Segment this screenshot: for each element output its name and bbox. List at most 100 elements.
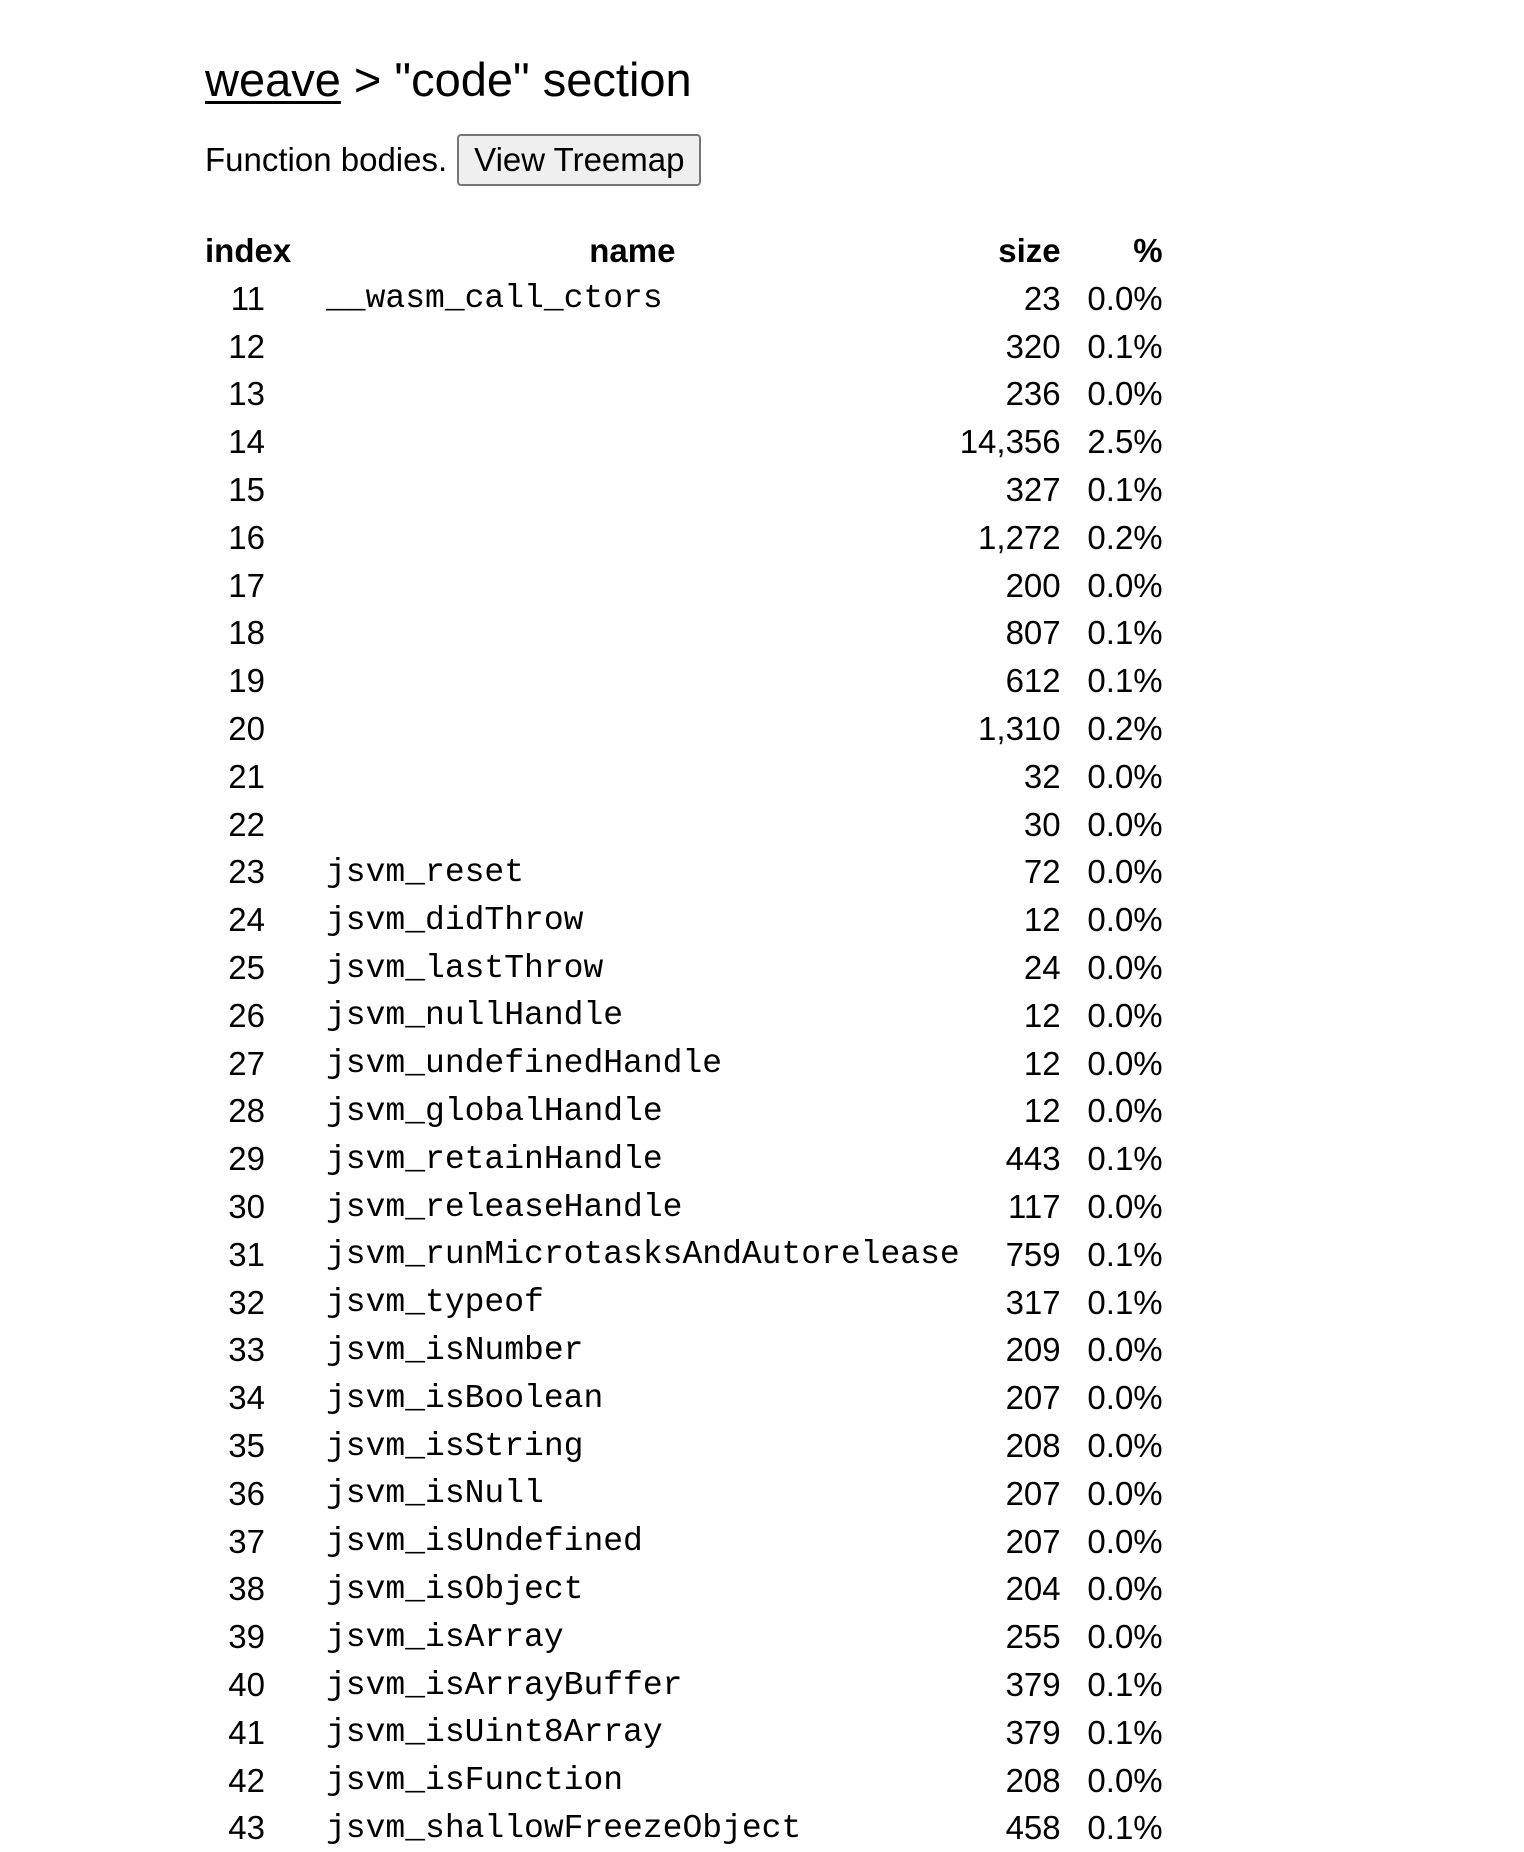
- breadcrumb-weave-link[interactable]: weave: [205, 53, 341, 106]
- row-percent: 0.0%: [1061, 1374, 1171, 1422]
- column-header-size[interactable]: size: [960, 227, 1061, 275]
- row-size: 208: [960, 1757, 1061, 1805]
- row-percent: 2.5%: [1061, 418, 1171, 466]
- row-function-name: jsvm_lastThrow: [305, 944, 960, 992]
- row-size: 117: [960, 1183, 1061, 1231]
- row-percent: 0.0%: [1061, 1327, 1171, 1375]
- row-index: 12: [205, 323, 305, 371]
- row-function-name: [305, 371, 960, 419]
- row-percent: 0.1%: [1061, 1231, 1171, 1279]
- row-percent: 0.0%: [1061, 1518, 1171, 1566]
- row-index: 27: [205, 1040, 305, 1088]
- row-size: 759: [960, 1231, 1061, 1279]
- row-index: 35: [205, 1422, 305, 1470]
- row-size: 208: [960, 1422, 1061, 1470]
- row-percent: 0.0%: [1061, 1040, 1171, 1088]
- row-percent: 0.0%: [1061, 1470, 1171, 1518]
- row-percent: 0.0%: [1061, 562, 1171, 610]
- row-size: 443: [960, 1135, 1061, 1183]
- row-size: 207: [960, 1374, 1061, 1422]
- row-size: 32: [960, 753, 1061, 801]
- row-index: 25: [205, 944, 305, 992]
- view-treemap-button[interactable]: View Treemap: [457, 134, 701, 186]
- table-header-row: index name size %: [205, 227, 1171, 275]
- row-function-name: [305, 657, 960, 705]
- page: weave > "code" section Function bodies. …: [205, 52, 1305, 186]
- row-size: 207: [960, 1470, 1061, 1518]
- column-header-index[interactable]: index: [205, 227, 305, 275]
- row-percent: 0.0%: [1061, 896, 1171, 944]
- row-index: 26: [205, 992, 305, 1040]
- row-percent: 0.1%: [1061, 1279, 1171, 1327]
- row-function-name: jsvm_retainHandle: [305, 1135, 960, 1183]
- column-header-name[interactable]: name: [305, 227, 960, 275]
- row-size: 255: [960, 1613, 1061, 1661]
- row-index: 38: [205, 1566, 305, 1614]
- row-function-name: jsvm_isUndefined: [305, 1518, 960, 1566]
- row-size: 204: [960, 1566, 1061, 1614]
- row-size: 320: [960, 323, 1061, 371]
- page-title-text: > "code" section: [341, 53, 692, 106]
- row-size: 379: [960, 1709, 1061, 1757]
- row-index: 18: [205, 610, 305, 658]
- row-size: 14,356: [960, 418, 1061, 466]
- row-function-name: [305, 610, 960, 658]
- row-function-name: [305, 323, 960, 371]
- row-index: 14: [205, 418, 305, 466]
- row-function-name: jsvm_isBoolean: [305, 1374, 960, 1422]
- row-index: 43: [205, 1805, 305, 1852]
- row-size: 379: [960, 1661, 1061, 1709]
- row-index: 40: [205, 1661, 305, 1709]
- row-percent: 0.2%: [1061, 705, 1171, 753]
- row-index: 30: [205, 1183, 305, 1231]
- row-index: 34: [205, 1374, 305, 1422]
- row-function-name: jsvm_reset: [305, 849, 960, 897]
- row-index: 17: [205, 562, 305, 610]
- row-function-name: jsvm_shallowFreezeObject: [305, 1805, 960, 1852]
- row-function-name: jsvm_isFunction: [305, 1757, 960, 1805]
- row-index: 21: [205, 753, 305, 801]
- row-size: 72: [960, 849, 1061, 897]
- page-title: weave > "code" section: [205, 52, 1305, 108]
- row-percent: 0.1%: [1061, 1135, 1171, 1183]
- row-index: 24: [205, 896, 305, 944]
- column-header-percent[interactable]: %: [1061, 227, 1171, 275]
- row-function-name: jsvm_isObject: [305, 1566, 960, 1614]
- row-percent: 0.0%: [1061, 992, 1171, 1040]
- row-percent: 0.0%: [1061, 1422, 1171, 1470]
- row-function-name: [305, 418, 960, 466]
- row-percent: 0.0%: [1061, 944, 1171, 992]
- row-function-name: jsvm_isNull: [305, 1470, 960, 1518]
- row-function-name: [305, 562, 960, 610]
- row-percent: 0.1%: [1061, 1805, 1171, 1852]
- row-function-name: __wasm_call_ctors: [305, 275, 960, 323]
- row-size: 236: [960, 371, 1061, 419]
- row-percent: 0.0%: [1061, 1613, 1171, 1661]
- row-index: 15: [205, 466, 305, 514]
